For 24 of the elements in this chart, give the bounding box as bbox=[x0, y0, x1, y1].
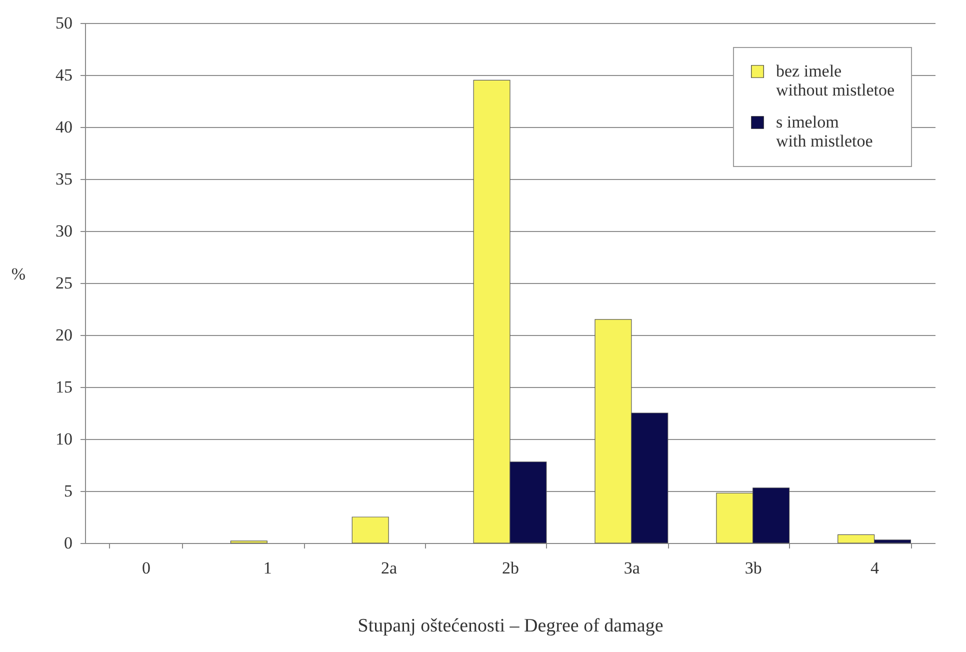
x-tick-label: 2b bbox=[502, 558, 519, 578]
y-tick-label: 20 bbox=[56, 326, 72, 344]
y-tick-label: 40 bbox=[56, 118, 72, 136]
y-tick-label: 0 bbox=[64, 534, 72, 552]
x-tick-label: 4 bbox=[870, 558, 880, 578]
y-tick-label: 10 bbox=[56, 430, 72, 448]
x-tick-label: 2a bbox=[381, 558, 398, 578]
y-axis-title: % bbox=[11, 264, 26, 284]
y-tick-label: 35 bbox=[56, 170, 72, 188]
bar bbox=[352, 516, 389, 544]
y-tick-label: 50 bbox=[56, 14, 72, 32]
x-tick-label: 3b bbox=[744, 558, 762, 578]
x-tick-label: 0 bbox=[142, 558, 150, 578]
y-tick-label: 15 bbox=[56, 378, 72, 396]
x-tick-label: 1 bbox=[263, 558, 272, 578]
x-axis-title: Stupanj oštećenosti – Degree of damage bbox=[358, 616, 664, 636]
x-tick-label: 3a bbox=[624, 558, 640, 578]
y-tick-label: 30 bbox=[56, 222, 72, 240]
y-tick-label: 25 bbox=[56, 274, 72, 292]
legend-label: s imelom with mistletoe bbox=[776, 112, 873, 150]
bar bbox=[230, 540, 268, 544]
y-tick-label: 45 bbox=[56, 66, 72, 84]
legend-label: bez imele without mistletoe bbox=[776, 62, 895, 100]
y-tick-label: 5 bbox=[64, 482, 72, 500]
